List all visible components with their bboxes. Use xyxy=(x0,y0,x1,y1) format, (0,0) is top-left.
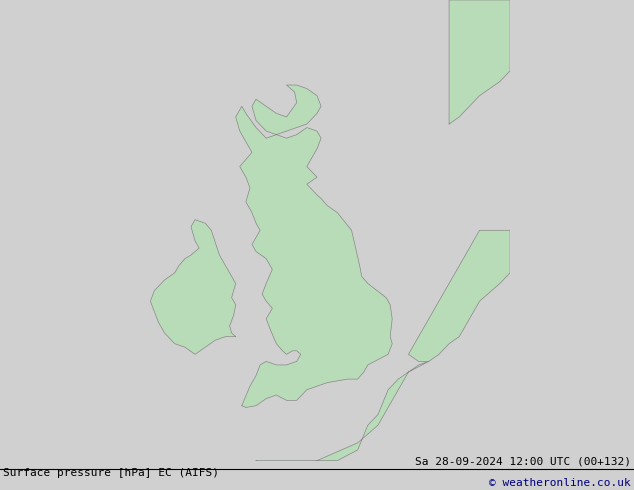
Text: © weatheronline.co.uk: © weatheronline.co.uk xyxy=(489,478,631,488)
Polygon shape xyxy=(256,362,429,478)
Text: Sa 28-09-2024 12:00 UTC (00+132): Sa 28-09-2024 12:00 UTC (00+132) xyxy=(415,457,631,466)
Polygon shape xyxy=(236,85,392,408)
Text: Surface pressure [hPa] EC (AIFS): Surface pressure [hPa] EC (AIFS) xyxy=(3,468,219,478)
Polygon shape xyxy=(150,220,236,354)
Polygon shape xyxy=(521,131,571,230)
Polygon shape xyxy=(449,0,510,124)
Polygon shape xyxy=(408,230,510,362)
